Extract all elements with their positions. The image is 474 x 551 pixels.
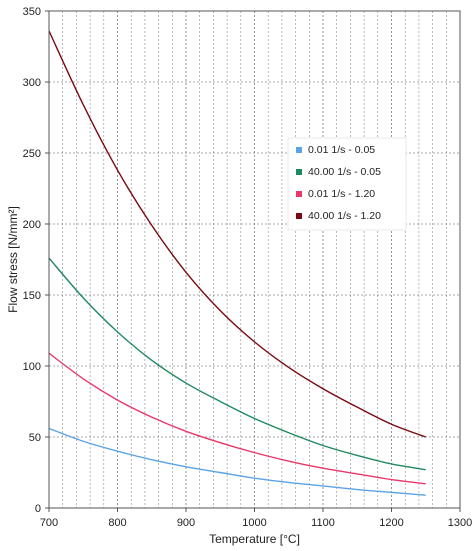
series-line-3 [48,352,426,485]
y-tick-label: 100 [23,361,41,373]
y-tick-label: 350 [23,6,41,18]
legend: 0.01 1/s - 0.05 40.00 1/s - 0.05 0.01 1/s … [287,137,407,231]
x-axis-title: Temperature [°C] [209,532,300,546]
legend-label: 40.00 1/s - 1.20 [308,210,381,222]
y-axis-title: Flow stress [N/mm²] [6,206,20,313]
grid [49,11,460,508]
x-tick-label: 800 [108,517,126,529]
legend-label: 40.00 1/s - 0.05 [308,166,381,178]
legend-swatch [296,213,302,219]
tick-labels: 700 800 900 1000 1100 1200 1300 0 50 100 150 200 250… [23,6,473,529]
y-tick-label: 0 [35,503,41,515]
x-tick-label: 1300 [448,517,472,529]
legend-swatch [296,147,302,153]
y-tick-label: 200 [23,219,41,231]
x-tick-label: 900 [177,517,195,529]
legend-box [287,137,407,231]
y-tick-label: 250 [23,148,41,160]
series-line-2 [48,257,426,471]
x-tick-label: 1200 [379,517,403,529]
legend-label: 0.01 1/s - 0.05 [308,144,375,156]
series-line-4 [48,30,426,438]
y-tick-label: 50 [29,432,41,444]
legend-swatch [296,169,302,175]
y-tick-label: 300 [23,77,41,89]
legend-swatch [296,191,302,197]
x-tick-label: 1100 [311,517,335,529]
x-tick-label: 1000 [242,517,266,529]
y-tick-label: 150 [23,290,41,302]
series-line-1 [48,427,426,496]
legend-label: 0.01 1/s - 1.20 [308,188,375,200]
series-lines [48,30,426,496]
x-tick-label: 700 [40,517,58,529]
